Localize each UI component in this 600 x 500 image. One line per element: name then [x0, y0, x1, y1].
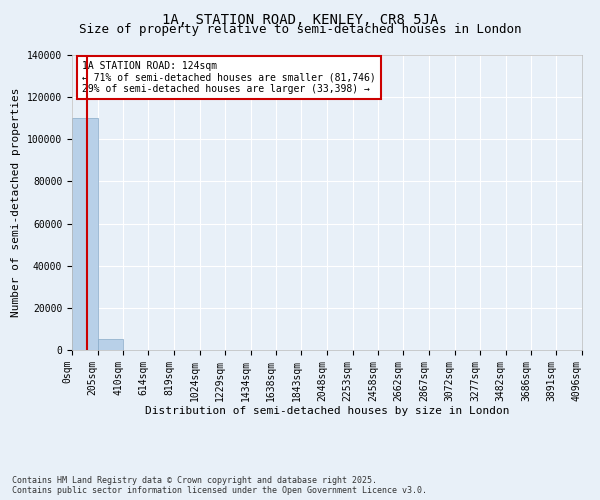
Y-axis label: Number of semi-detached properties: Number of semi-detached properties: [11, 88, 22, 318]
Text: 1A STATION ROAD: 124sqm
← 71% of semi-detached houses are smaller (81,746)
29% o: 1A STATION ROAD: 124sqm ← 71% of semi-de…: [82, 61, 376, 94]
Bar: [98, 339, 123, 350]
Text: Size of property relative to semi-detached houses in London: Size of property relative to semi-detach…: [79, 22, 521, 36]
Text: 1A, STATION ROAD, KENLEY, CR8 5JA: 1A, STATION ROAD, KENLEY, CR8 5JA: [162, 12, 438, 26]
Bar: [72, 118, 98, 350]
Text: Contains HM Land Registry data © Crown copyright and database right 2025.
Contai: Contains HM Land Registry data © Crown c…: [12, 476, 427, 495]
X-axis label: Distribution of semi-detached houses by size in London: Distribution of semi-detached houses by …: [145, 406, 509, 416]
